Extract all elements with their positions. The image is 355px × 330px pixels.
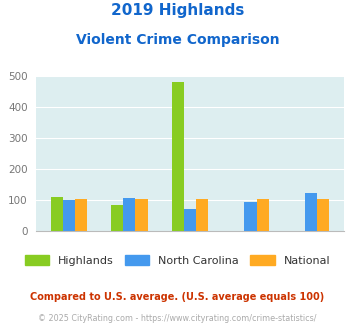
Bar bbox=[196, 199, 208, 231]
Bar bbox=[317, 199, 329, 231]
Bar bbox=[184, 209, 196, 231]
Bar bbox=[245, 203, 257, 231]
Text: © 2025 CityRating.com - https://www.cityrating.com/crime-statistics/: © 2025 CityRating.com - https://www.city… bbox=[38, 314, 317, 323]
Legend: Highlands, North Carolina, National: Highlands, North Carolina, National bbox=[20, 250, 335, 270]
Bar bbox=[257, 199, 269, 231]
Bar bbox=[135, 199, 148, 231]
Bar bbox=[172, 82, 184, 231]
Bar bbox=[63, 200, 75, 231]
Bar bbox=[111, 205, 123, 231]
Text: Compared to U.S. average. (U.S. average equals 100): Compared to U.S. average. (U.S. average … bbox=[31, 292, 324, 302]
Text: 2019 Highlands: 2019 Highlands bbox=[111, 3, 244, 18]
Bar bbox=[75, 199, 87, 231]
Bar bbox=[305, 192, 317, 231]
Bar bbox=[51, 197, 63, 231]
Bar bbox=[123, 198, 135, 231]
Text: Violent Crime Comparison: Violent Crime Comparison bbox=[76, 33, 279, 47]
